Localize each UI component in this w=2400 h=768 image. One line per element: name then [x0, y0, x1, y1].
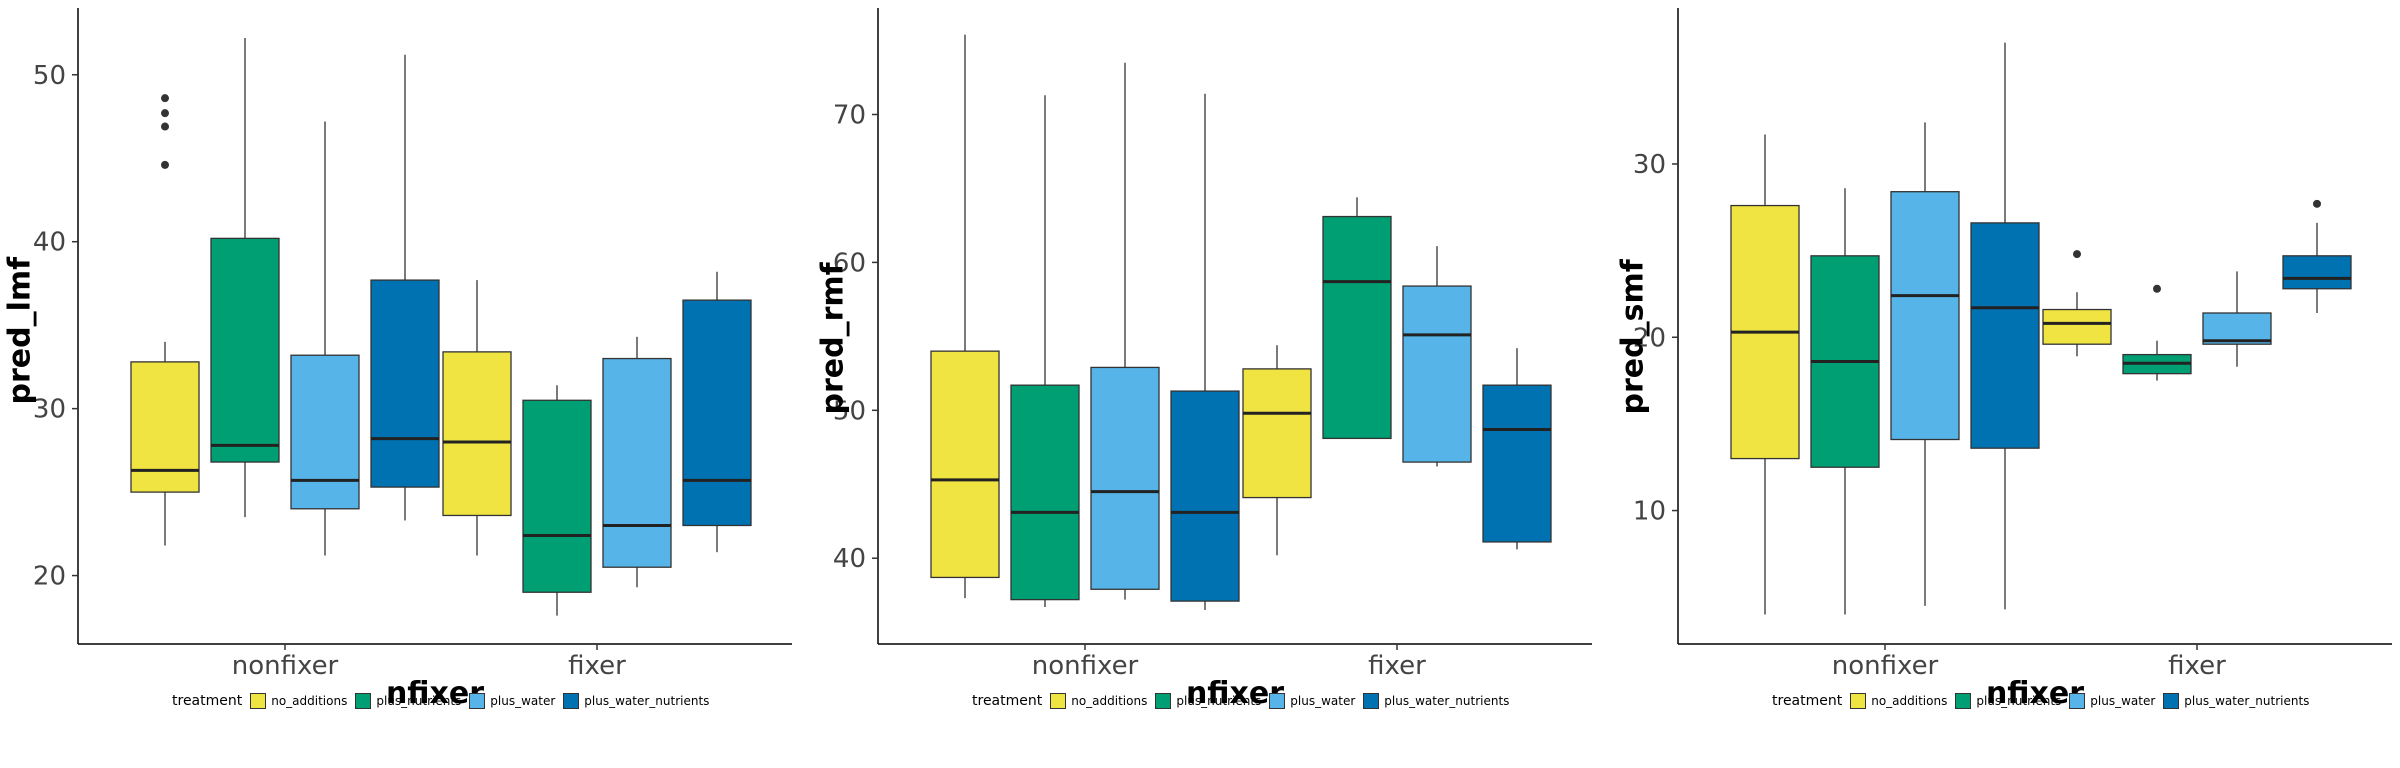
- x-tick-label: fixer: [1368, 651, 1426, 681]
- legend: treatment no_additions plus_nutrients pl…: [172, 690, 717, 712]
- legend-item-plus-nutrients: plus_nutrients: [1955, 693, 2061, 709]
- legend-label: plus_water: [2090, 694, 2156, 708]
- box: [2282, 255, 2352, 290]
- box: [130, 361, 200, 493]
- plot-area-2: 40 50 60 70 nonfixer fixer: [833, 8, 1592, 681]
- x-axis-label: nfixer: [385, 676, 485, 711]
- plot-area-1: 20 30 40 50 nonfixer fixer: [33, 8, 792, 681]
- legend-key: [2163, 693, 2180, 709]
- x-tick-label: fixer: [568, 651, 626, 681]
- box: [522, 399, 592, 593]
- outlier-point: [161, 122, 169, 131]
- x-axis-label: nfixer: [1985, 676, 2085, 711]
- legend-key: [469, 693, 486, 709]
- box: [442, 351, 512, 517]
- y-axis-label: pred_rmf: [815, 262, 851, 415]
- legend-label: plus_water: [490, 694, 556, 708]
- y-tick-label: 60: [833, 248, 866, 278]
- legend-label: plus_water_nutrients: [584, 694, 710, 708]
- y-tick-label: 50: [33, 61, 66, 91]
- x-tick-label: nonfixer: [1032, 651, 1139, 681]
- y-axis-label: pred_lmf: [2, 256, 38, 405]
- y-tick-label: 70: [833, 100, 866, 130]
- outlier-point: [161, 160, 169, 169]
- legend-title: treatment: [972, 693, 1043, 709]
- box: [1242, 368, 1312, 499]
- box: [1402, 285, 1472, 463]
- box: [290, 354, 360, 510]
- box: [602, 357, 672, 568]
- legend-key: [1155, 693, 1172, 709]
- box: [1322, 215, 1392, 440]
- legend-item-plus-water: plus_water: [1269, 693, 1355, 709]
- legend-item-plus-water-nutrients: plus_water_nutrients: [2163, 693, 2309, 709]
- legend-item-plus-water-nutrients: plus_water_nutrients: [1363, 693, 1509, 709]
- legend: treatment no_additions plus_nutrients pl…: [972, 690, 1517, 712]
- y-tick-label: 10: [1633, 497, 1666, 527]
- legend-key: [1269, 693, 1286, 709]
- legend-key: [2069, 693, 2086, 709]
- legend-item-plus-nutrients: plus_nutrients: [1155, 693, 1261, 709]
- legend-key: [1363, 693, 1380, 709]
- legend-key: [355, 693, 372, 709]
- legend-key: [563, 693, 580, 709]
- outlier-point: [161, 109, 169, 118]
- legend: treatment no_additions plus_nutrients pl…: [1772, 690, 2317, 712]
- legend-label: plus_water_nutrients: [2184, 694, 2310, 708]
- y-tick-label: 40: [833, 544, 866, 574]
- outlier-point: [161, 94, 169, 103]
- legend-key: [1050, 693, 1067, 709]
- legend-label: plus_nutrients: [1976, 694, 2062, 708]
- y-tick-label: 20: [1633, 323, 1666, 353]
- legend-label: no_additions: [1071, 694, 1148, 708]
- x-axis-label: nfixer: [1185, 676, 1285, 711]
- x-tick-label: nonfixer: [232, 651, 339, 681]
- legend-label: no_additions: [271, 694, 348, 708]
- legend-item-plus-water: plus_water: [469, 693, 555, 709]
- legend-label: no_additions: [1871, 694, 1948, 708]
- y-tick-label: 50: [833, 396, 866, 426]
- box: [1890, 191, 1960, 441]
- box: [930, 350, 1000, 579]
- plot-area-3: 10 20 30 nonfixer fixer: [1633, 8, 2392, 681]
- box: [2202, 312, 2272, 345]
- box: [1170, 390, 1240, 602]
- legend-item-plus-nutrients: plus_nutrients: [355, 693, 461, 709]
- x-tick-label: fixer: [2168, 651, 2226, 681]
- legend-key: [250, 693, 267, 709]
- legend-title: treatment: [172, 693, 243, 709]
- legend-title: treatment: [1772, 693, 1843, 709]
- y-axis-label: pred_smf: [1615, 259, 1651, 415]
- outlier-point: [2073, 250, 2081, 259]
- legend-key: [1955, 693, 1972, 709]
- y-tick-label: 40: [33, 228, 66, 258]
- box: [210, 237, 280, 463]
- legend-item-no-additions: no_additions: [1850, 693, 1947, 709]
- chart-panel-1: 20 30 40 50 nonfixer fixer pred_lmf nfixer tr…: [0, 0, 800, 768]
- box: [1970, 222, 2040, 449]
- box: [682, 299, 752, 527]
- legend-label: plus_nutrients: [1176, 694, 1262, 708]
- y-tick-label: 20: [33, 562, 66, 592]
- outlier-point: [2153, 284, 2161, 293]
- legend-label: plus_nutrients: [376, 694, 462, 708]
- legend-label: plus_water_nutrients: [1384, 694, 1510, 708]
- box: [1010, 384, 1080, 601]
- chart-panel-3: 10 20 30 nonfixer fixer pred_smf nfixer trea…: [1600, 0, 2400, 768]
- legend-item-no-additions: no_additions: [250, 693, 347, 709]
- legend-item-plus-water: plus_water: [2069, 693, 2155, 709]
- box: [1090, 366, 1160, 590]
- y-tick-label: 30: [33, 395, 66, 425]
- chart-panel-2: 40 50 60 70 nonfixer fixer pred_rmf nfixer tr…: [800, 0, 1600, 768]
- box: [2042, 308, 2112, 345]
- box: [370, 279, 440, 488]
- box: [1482, 384, 1552, 543]
- legend-key: [1850, 693, 1867, 709]
- x-tick-label: nonfixer: [1832, 651, 1939, 681]
- y-tick-label: 30: [1633, 150, 1666, 180]
- legend-item-plus-water-nutrients: plus_water_nutrients: [563, 693, 709, 709]
- outlier-point: [2313, 199, 2321, 208]
- legend-item-no-additions: no_additions: [1050, 693, 1147, 709]
- legend-label: plus_water: [1290, 694, 1356, 708]
